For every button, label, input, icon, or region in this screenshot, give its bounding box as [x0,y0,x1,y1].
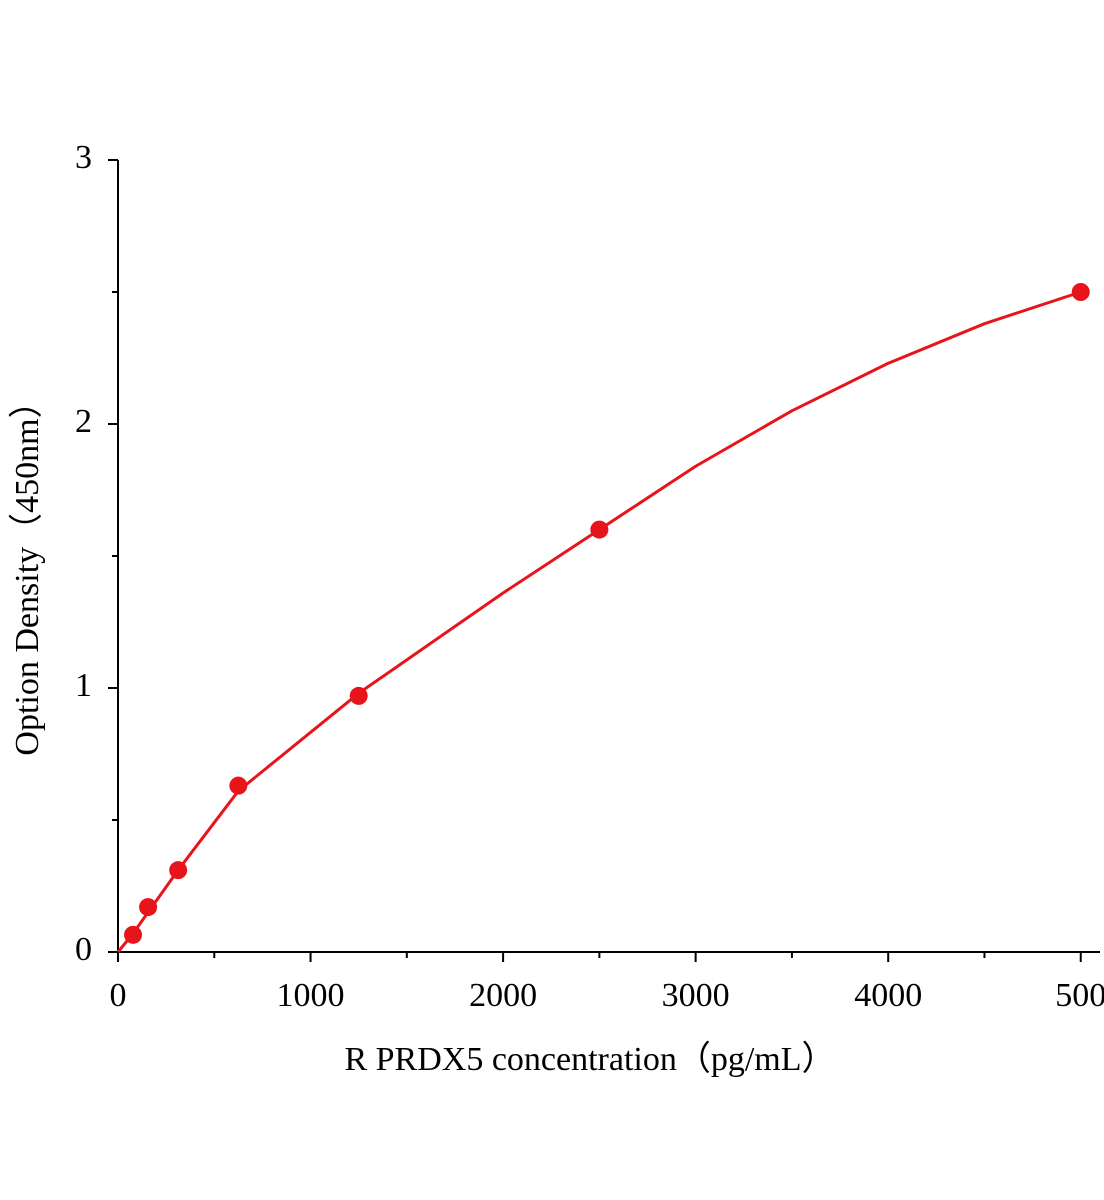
fit-curve [116,290,1082,953]
data-point [349,686,368,705]
data-point [139,898,158,917]
data-point [590,520,609,539]
x-tick-label: 3000 [662,977,730,1014]
data-point [229,776,248,795]
y-tick-label: 2 [75,403,92,440]
y-tick-label: 3 [75,139,92,176]
y-tick-label: 0 [75,931,92,968]
x-axis-label: R PRDX5 concentration（pg/mL） [344,1040,835,1078]
y-tick-label: 1 [75,667,92,704]
x-tick-label: 1000 [277,977,345,1014]
x-tick-label: 0 [110,977,127,1014]
x-tick-label: 4000 [854,977,922,1014]
x-tick-label: 500 [1055,977,1104,1014]
data-point [169,861,188,880]
data-point [1071,283,1090,301]
y-axis-label: Option Density（450nm） [8,384,46,755]
data-point [124,925,143,944]
x-tick-label: 2000 [469,977,537,1014]
